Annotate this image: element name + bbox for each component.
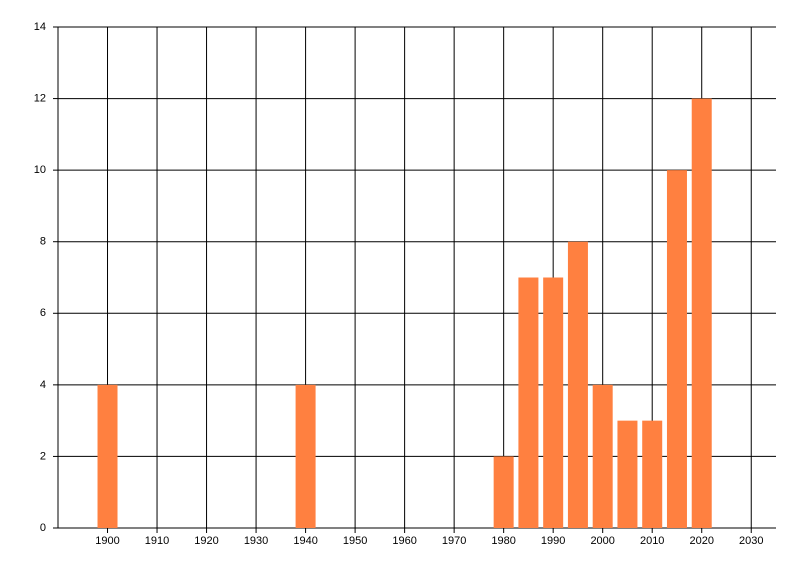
x-tick-label: 1950 (343, 535, 367, 547)
x-tick-label: 1910 (145, 535, 169, 547)
x-tick-label: 2030 (739, 535, 763, 547)
y-tick-label: 8 (40, 236, 46, 248)
y-tick-label: 10 (34, 164, 46, 176)
bar (592, 384, 613, 528)
x-tick-label: 1960 (392, 535, 416, 547)
x-tick-label: 2010 (640, 535, 664, 547)
bar (543, 277, 564, 528)
y-tick-label: 2 (40, 450, 46, 462)
x-tick-label: 1930 (244, 535, 268, 547)
bar (518, 277, 539, 528)
x-tick-label: 1970 (442, 535, 466, 547)
bar (666, 170, 687, 528)
bar (642, 420, 663, 528)
x-tick-label: 1980 (491, 535, 515, 547)
y-tick-label: 6 (40, 307, 46, 319)
bar (493, 456, 514, 528)
bar (97, 384, 118, 528)
y-tick-label: 12 (34, 92, 46, 104)
x-tick-label: 1920 (194, 535, 218, 547)
x-tick-label: 1900 (95, 535, 119, 547)
x-tick-label: 1940 (293, 535, 317, 547)
bar (567, 241, 588, 528)
bar (691, 98, 712, 529)
x-tick-label: 2020 (689, 535, 713, 547)
y-tick-label: 14 (34, 21, 46, 33)
bar (617, 420, 638, 528)
x-tick-label: 1990 (541, 535, 565, 547)
x-tick-label: 2000 (590, 535, 614, 547)
y-tick-label: 4 (40, 379, 46, 391)
bar (295, 384, 316, 528)
y-tick-label: 0 (40, 522, 46, 534)
